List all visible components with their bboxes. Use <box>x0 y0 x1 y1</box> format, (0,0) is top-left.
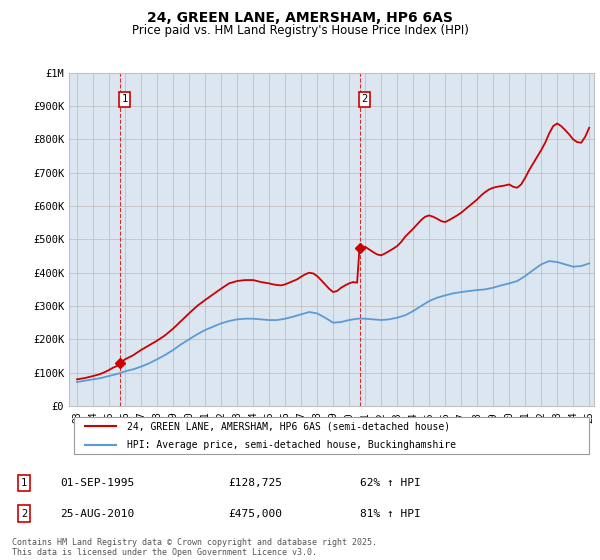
Text: 62% ↑ HPI: 62% ↑ HPI <box>360 478 421 488</box>
Text: £128,725: £128,725 <box>228 478 282 488</box>
Text: HPI: Average price, semi-detached house, Buckinghamshire: HPI: Average price, semi-detached house,… <box>127 440 456 450</box>
Text: £475,000: £475,000 <box>228 508 282 519</box>
Text: 1: 1 <box>121 95 128 105</box>
FancyBboxPatch shape <box>74 417 589 454</box>
Text: 24, GREEN LANE, AMERSHAM, HP6 6AS: 24, GREEN LANE, AMERSHAM, HP6 6AS <box>147 11 453 25</box>
Text: Price paid vs. HM Land Registry's House Price Index (HPI): Price paid vs. HM Land Registry's House … <box>131 24 469 36</box>
Text: 25-AUG-2010: 25-AUG-2010 <box>60 508 134 519</box>
Text: Contains HM Land Registry data © Crown copyright and database right 2025.
This d: Contains HM Land Registry data © Crown c… <box>12 538 377 557</box>
Text: 2: 2 <box>21 508 27 519</box>
Text: 81% ↑ HPI: 81% ↑ HPI <box>360 508 421 519</box>
Text: 2: 2 <box>361 95 367 105</box>
Text: 1: 1 <box>21 478 27 488</box>
Text: 24, GREEN LANE, AMERSHAM, HP6 6AS (semi-detached house): 24, GREEN LANE, AMERSHAM, HP6 6AS (semi-… <box>127 421 450 431</box>
Text: 01-SEP-1995: 01-SEP-1995 <box>60 478 134 488</box>
